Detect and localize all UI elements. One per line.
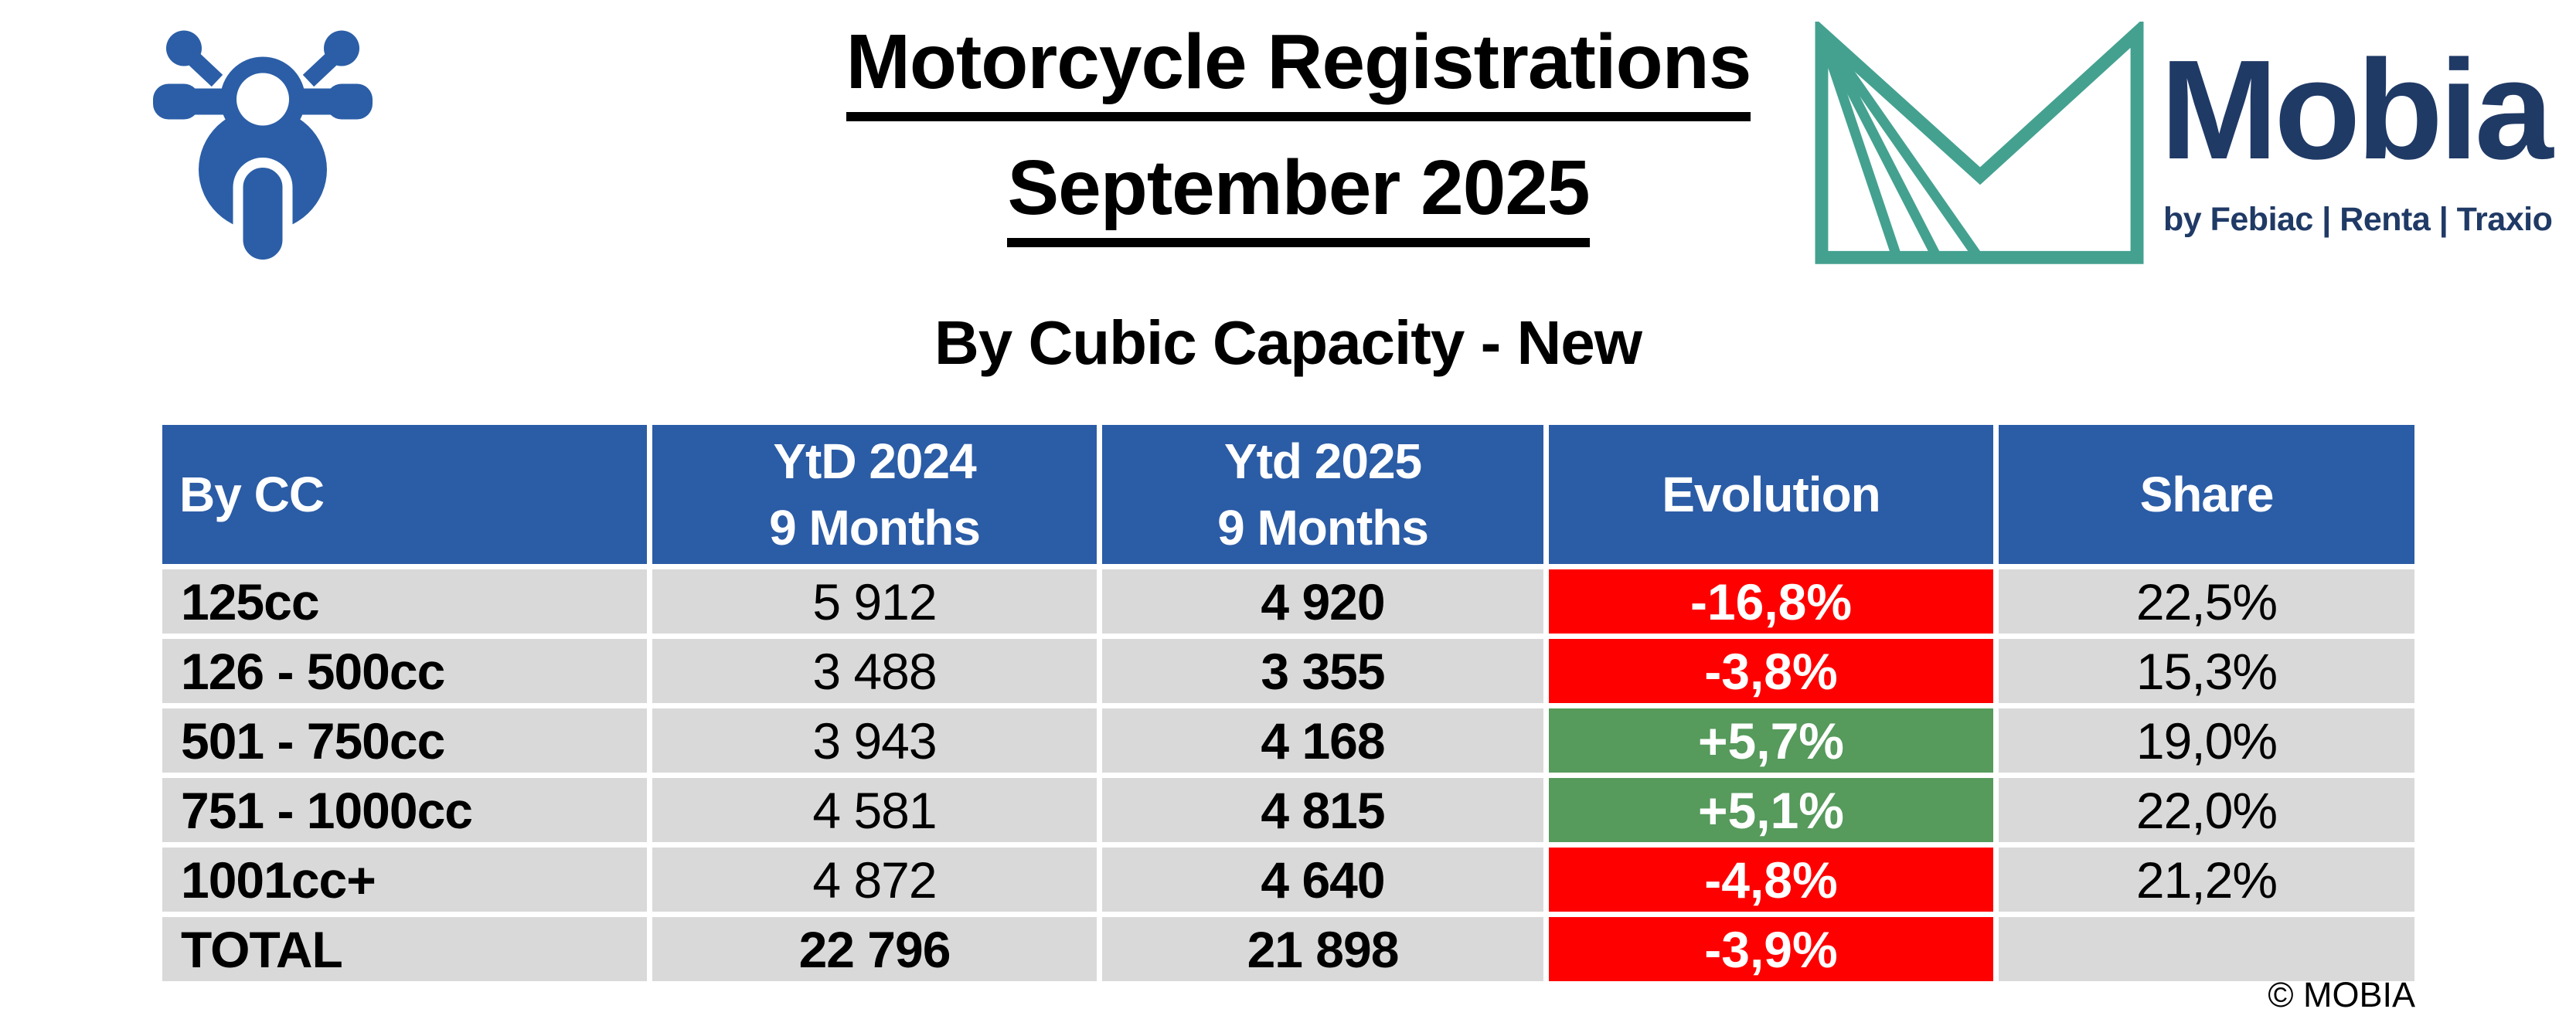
column-header-share: Share [1999,425,2414,564]
title-line-1: Motorcycle Registrations [846,22,1751,121]
row-label: 751 - 1000cc [162,778,647,842]
page-title: Motorcycle Registrations September 2025 [618,22,1979,247]
share-value: 21,2% [1999,848,2414,912]
evolution-value: -4,8% [1549,848,1993,912]
mobia-m-icon [1814,18,2145,267]
total-ytd-2025-value: 21 898 [1102,917,1543,981]
row-label: 1001cc+ [162,848,647,912]
title-line-2: September 2025 [1007,148,1591,247]
ytd-2024-value: 5 912 [652,569,1097,634]
mobia-wordmark: Mobia [2160,30,2554,189]
evolution-value: -3,8% [1549,639,1993,703]
share-value: 22,0% [1999,778,2414,842]
column-header-evolution: Evolution [1549,425,1993,564]
ytd-2025-value: 4 920 [1102,569,1543,634]
mobia-logo: Mobia by Febiac | Renta | Traxio [1814,17,2576,272]
share-value: 19,0% [1999,708,2414,773]
column-header-ytd-2025: Ytd 2025 9 Months [1102,425,1543,564]
column-header-ytd-2024: YtD 2024 9 Months [652,425,1097,564]
share-value: 15,3% [1999,639,2414,703]
ytd-2025-value: 4 640 [1102,848,1543,912]
registrations-table: By CC YtD 2024 9 Months Ytd 2025 9 Month… [162,425,2414,981]
evolution-value: -16,8% [1549,569,1993,634]
evolution-value: +5,7% [1549,708,1993,773]
mobia-tagline: by Febiac | Renta | Traxio [2163,201,2553,238]
ytd-2025-line2: 9 Months [1217,500,1429,555]
total-row-label: TOTAL [162,917,647,981]
ytd-2025-value: 4 168 [1102,708,1543,773]
table-subtitle: By Cubic Capacity - New [934,308,1642,377]
ytd-2024-value: 3 488 [652,639,1097,703]
ytd-2024-line2: 9 Months [769,500,981,555]
ytd-2024-value: 3 943 [652,708,1097,773]
total-ytd-2024-value: 22 796 [652,917,1097,981]
ytd-2024-line1: YtD 2024 [773,433,976,489]
ytd-2025-value: 3 355 [1102,639,1543,703]
evolution-value: +5,1% [1549,778,1993,842]
row-label: 126 - 500cc [162,639,647,703]
share-value: 22,5% [1999,569,2414,634]
ytd-2025-line1: Ytd 2025 [1223,433,1422,489]
total-evolution-value: -3,9% [1549,917,1993,981]
row-label: 501 - 750cc [162,708,647,773]
motorcycle-front-icon [116,8,425,274]
copyright-notice: © MOBIA [2268,975,2415,1009]
ytd-2024-value: 4 581 [652,778,1097,842]
total-share-value [1999,917,2414,981]
ytd-2024-value: 4 872 [652,848,1097,912]
row-label: 125cc [162,569,647,634]
column-header-by-cc: By CC [162,425,647,564]
ytd-2025-value: 4 815 [1102,778,1543,842]
